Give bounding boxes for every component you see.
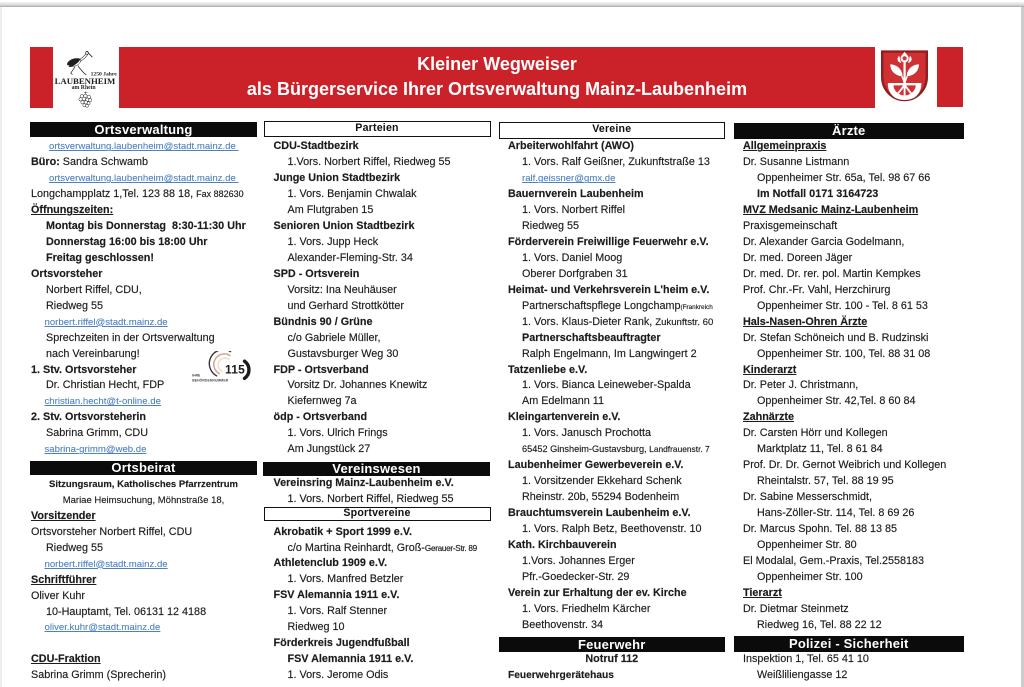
svg-text:am Rhein: am Rhein — [72, 85, 97, 91]
svg-text:1250 Jahre: 1250 Jahre — [91, 71, 118, 77]
svg-text:LAUBENHEIM: LAUBENHEIM — [55, 76, 116, 86]
svg-text:115: 115 — [225, 363, 245, 377]
svg-text:BEHÖRDENNUMMER: BEHÖRDENNUMMER — [192, 378, 229, 383]
svg-text:IHRE: IHRE — [192, 373, 201, 377]
